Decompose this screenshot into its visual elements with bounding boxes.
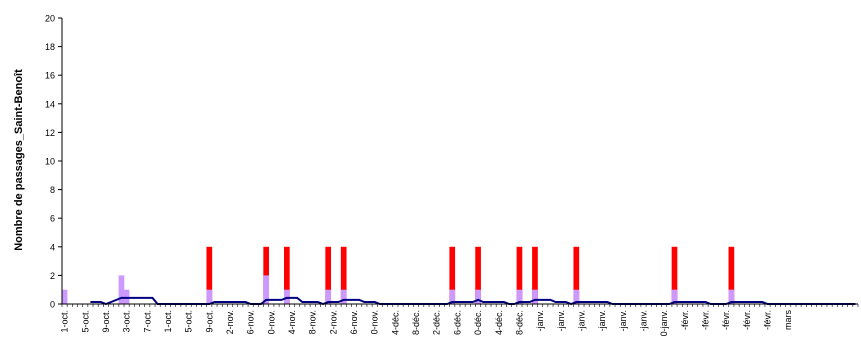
y-tick-label-16: 16 [45,71,55,81]
bar-series1-2007-10-01 [61,289,68,304]
x-tick-label-18: 2-déc. [432,310,442,335]
y-tick-label-2: 2 [50,271,55,281]
x-tick-label-7: 9-oct. [204,310,214,333]
bar-series1-2007-12-15 [449,289,456,304]
y-tick-label-20: 20 [45,14,55,24]
x-tick-label-4: 7-oct. [142,310,152,333]
x-tick-label-11: 4-nov. [287,310,297,334]
bar-series1-2007-11-09 [263,275,270,304]
x-tick-label-3: 3-oct. [122,310,132,333]
bar-series0-2008-01-08 [573,246,580,304]
bar-series0-2007-12-20 [475,246,481,304]
bar-series1-2007-12-20 [475,289,481,304]
x-tick-label-22: 8-déc. [514,310,524,335]
y-tick-label-10: 10 [45,157,55,167]
y-tick-label-8: 8 [50,185,55,195]
y-tick-label-4: 4 [50,242,55,252]
y-tick-label-6: 6 [50,214,55,224]
axes-layer: 0 2 4 6 8 10 12 14 16 18 20 1-oct. 5-oct. 9-oct. 3-oct… [45,14,859,336]
x-tick-label-25: -janv. [576,310,586,331]
x-tick-label-33: -févr. [742,310,752,330]
moving-average-layer [90,296,856,306]
bar-series0-2007-11-24 [340,246,347,304]
x-tick-label-27: -janv. [618,310,628,331]
x-tick-label-31: -févr. [701,310,711,330]
y-tick-label-14: 14 [45,99,55,109]
x-tick-label-30: -févr. [680,310,690,330]
x-tick-label-5: 1-oct. [163,310,173,333]
bars-layer [61,246,735,304]
y-axis-label: Nombre de passages_Saint-Benoît [13,69,25,251]
x-tick-label-35: mars [783,310,793,330]
x-tick-label-9: 6-nov. [246,310,256,334]
x-tick-label-32: -févr. [721,310,731,330]
x-tick-label-10: 0-nov. [266,310,276,334]
x-tick-label-34: -févr. [763,310,773,330]
x-tick-label-16: 4-déc. [390,310,400,335]
x-tick-label-2: 9-oct. [101,310,111,333]
x-tick-label-12: 8-nov. [308,310,318,334]
bar-series1-2007-10-29 [206,289,213,304]
x-tick-label-8: 2-nov. [225,310,235,334]
x-tick-label-23: -janv. [535,310,545,331]
bar-series0-2007-10-29 [206,246,213,304]
y-tick-label-12: 12 [45,128,55,138]
x-tick-label-15: 0-nov. [370,310,380,334]
bar-series0-2007-11-13 [284,246,290,304]
bar-series1-2008-01-27 [671,289,678,304]
x-tick-label-21: 4-déc. [494,310,504,335]
bar-series1-2007-10-12 [118,275,125,304]
x-tick-label-28: -janv. [638,310,648,331]
y-tick-label-18: 18 [45,42,55,52]
bar-series1-2007-12-31 [532,289,538,304]
bar-series0-2007-12-31 [532,246,538,304]
x-tick-label-13: 2-nov. [328,310,338,334]
x-tick-label-17: 8-déc. [411,310,421,335]
bar-series1-2007-12-28 [516,289,523,304]
bar-series0-2007-11-21 [325,246,332,304]
line-series2 [90,296,856,306]
bar-series1-2008-02-07 [728,289,735,304]
x-tick-label-26: -janv. [597,310,607,331]
x-tick-label-1: 5-oct. [80,310,90,333]
x-tick-label-29: 0-janv. [659,310,669,336]
x-tick-label-24: -janv. [556,310,566,331]
x-tick-label-0: 1-oct. [60,310,70,333]
x-tick-label-6: 5-oct. [184,310,194,333]
bar-series1-2007-11-24 [340,289,347,304]
bar-series0-2008-02-07 [728,246,735,304]
y-tick-label-0: 0 [50,300,55,310]
x-tick-label-20: 0-déc. [473,310,483,335]
bar-series1-2008-01-08 [573,289,580,304]
bar-series0-2008-01-27 [671,246,678,304]
x-tick-label-19: 6-déc. [452,310,462,335]
bar-series0-2007-12-15 [449,246,456,304]
bar-series0-2007-12-28 [516,246,523,304]
bar-series1-2007-11-21 [325,289,332,304]
x-tick-label-14: 6-nov. [349,310,359,334]
